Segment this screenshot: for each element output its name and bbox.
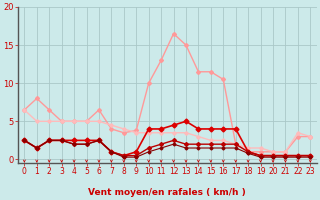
X-axis label: Vent moyen/en rafales ( km/h ): Vent moyen/en rafales ( km/h ) [88,188,246,197]
